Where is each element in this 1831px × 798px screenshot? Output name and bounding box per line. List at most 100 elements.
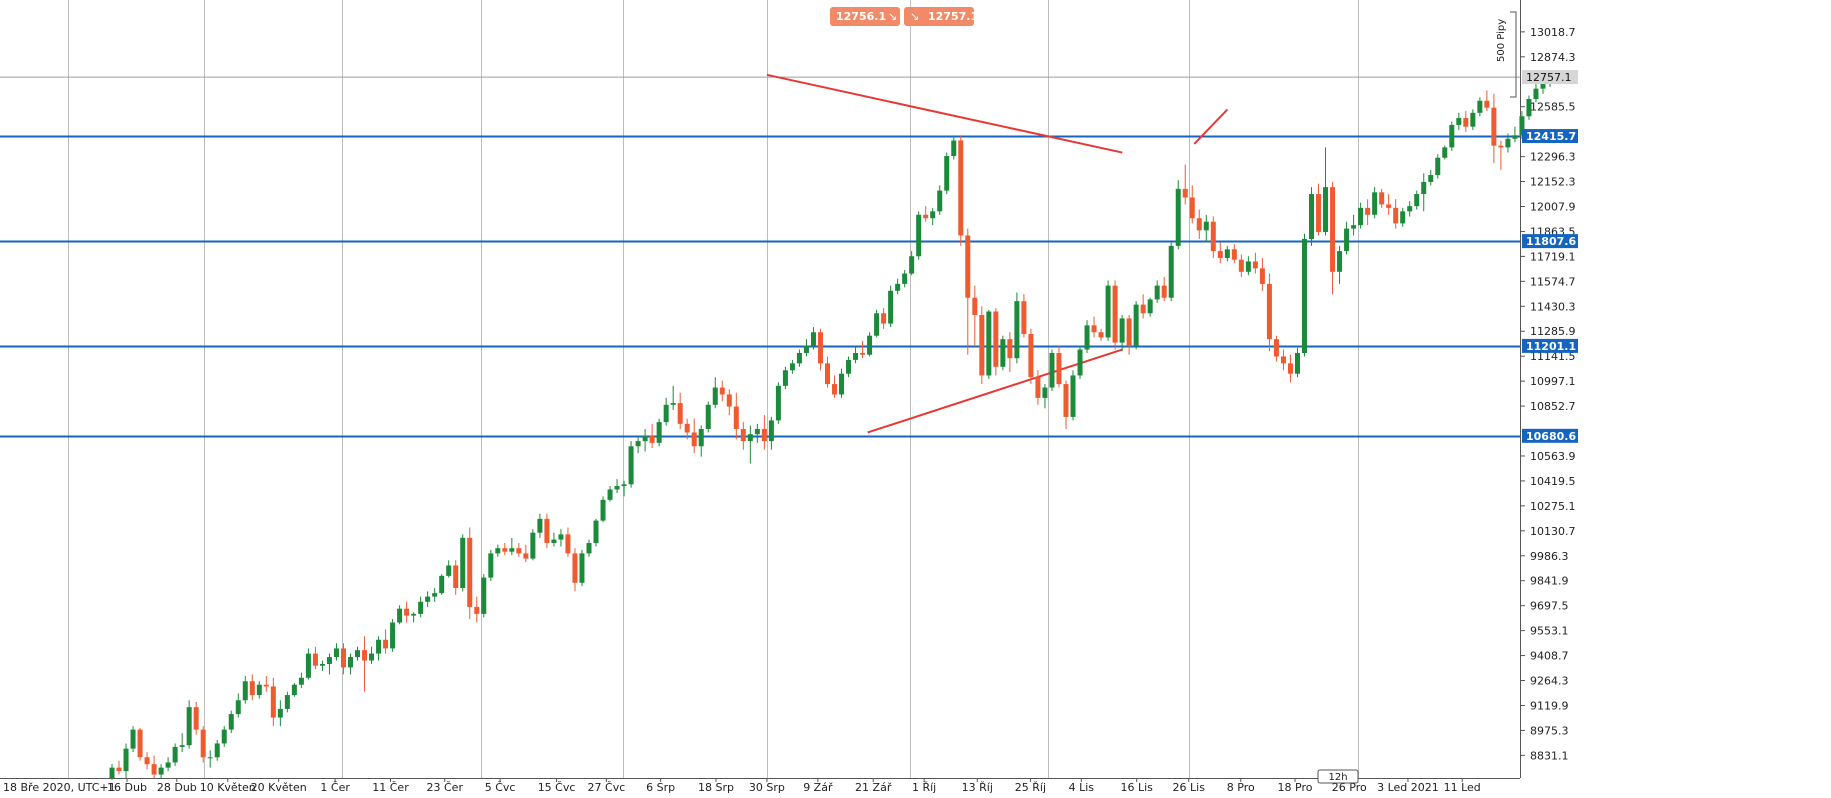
candle-body[interactable] [467, 537, 473, 607]
candle-body[interactable] [1007, 339, 1013, 359]
candle-body[interactable] [867, 335, 873, 355]
candle-body[interactable] [1456, 118, 1462, 125]
candle-body[interactable] [481, 577, 487, 614]
candle-body[interactable] [228, 714, 234, 730]
candle-body[interactable] [1470, 112, 1476, 127]
candle-body[interactable] [944, 156, 950, 191]
candle-body[interactable] [1330, 187, 1336, 272]
candle-body[interactable] [326, 657, 332, 664]
buy-arrow-icon[interactable]: ↘ [910, 10, 919, 23]
candle-body[interactable] [1442, 147, 1448, 158]
candle-body[interactable] [291, 684, 297, 696]
candle-body[interactable] [1238, 259, 1244, 272]
candle-body[interactable] [1000, 339, 1006, 367]
candle-body[interactable] [642, 435, 648, 442]
candle-body[interactable] [1035, 377, 1041, 398]
candle-body[interactable] [551, 539, 557, 544]
candle-body[interactable] [902, 273, 908, 284]
candle-body[interactable] [256, 684, 262, 696]
candle-body[interactable] [768, 420, 774, 442]
candle-body[interactable] [663, 404, 669, 423]
candle-body[interactable] [397, 608, 403, 623]
candle-body[interactable] [130, 729, 136, 749]
candle-body[interactable] [1049, 352, 1055, 388]
candle-body[interactable] [916, 214, 922, 257]
candle-body[interactable] [362, 650, 368, 661]
candle-body[interactable] [1519, 116, 1525, 136]
candle-body[interactable] [109, 767, 115, 778]
candle-body[interactable] [1252, 261, 1258, 269]
candle-body[interactable] [1512, 135, 1518, 139]
candle-body[interactable] [158, 767, 164, 775]
trendline[interactable] [1193, 108, 1229, 145]
candle-body[interactable] [832, 384, 838, 395]
candle-body[interactable] [1182, 188, 1188, 198]
candle-body[interactable] [635, 441, 641, 447]
candle-body[interactable] [1147, 299, 1153, 314]
buy-price-label[interactable]: 12757.1 [928, 10, 978, 23]
candle-body[interactable] [1070, 375, 1076, 417]
candle-body[interactable] [705, 404, 711, 430]
candle-body[interactable] [1056, 352, 1062, 385]
candle-body[interactable] [186, 707, 192, 746]
candle-body[interactable] [740, 429, 746, 442]
candle-body[interactable] [572, 553, 578, 583]
candle-body[interactable] [404, 608, 410, 616]
candle-body[interactable] [439, 575, 445, 594]
buy-button[interactable] [904, 7, 974, 26]
candle-body[interactable] [1540, 83, 1546, 89]
timeframe-label[interactable]: 12h [1328, 772, 1347, 783]
candle-body[interactable] [333, 648, 339, 658]
candle-body[interactable] [1351, 225, 1357, 229]
candle-body[interactable] [1210, 221, 1216, 252]
candle-body[interactable] [530, 532, 536, 559]
candle-body[interactable] [1105, 285, 1111, 338]
candle-body[interactable] [656, 422, 662, 443]
candle-body[interactable] [1245, 261, 1251, 272]
candle-body[interactable] [305, 653, 311, 678]
candle-body[interactable] [1386, 204, 1392, 208]
candle-body[interactable] [425, 596, 431, 602]
sell-arrow-icon[interactable]: ↘ [888, 10, 897, 23]
candle-body[interactable] [691, 432, 697, 447]
candle-body[interactable] [1337, 251, 1343, 272]
candle-body[interactable] [340, 648, 346, 668]
candle-body[interactable] [1098, 332, 1104, 338]
candle-body[interactable] [263, 684, 269, 687]
candle-body[interactable] [775, 385, 781, 421]
candle-body[interactable] [677, 403, 683, 424]
candle-body[interactable] [1309, 194, 1315, 239]
candle-body[interactable] [1505, 138, 1511, 148]
candle-body[interactable] [1280, 356, 1286, 364]
candle-body[interactable] [165, 762, 171, 768]
candle-body[interactable] [369, 653, 375, 661]
candle-body[interactable] [277, 708, 283, 718]
candle-body[interactable] [1273, 339, 1279, 357]
candle-body[interactable] [586, 543, 592, 554]
candle-body[interactable] [1526, 99, 1532, 117]
candle-body[interactable] [390, 622, 396, 649]
candle-body[interactable] [116, 767, 122, 772]
candle-body[interactable] [789, 363, 795, 371]
candle-body[interactable] [355, 650, 361, 658]
candle-body[interactable] [123, 748, 129, 772]
candle-body[interactable] [1063, 384, 1069, 417]
candle-body[interactable] [137, 729, 143, 758]
candle-body[interactable] [579, 553, 585, 583]
candle-body[interactable] [235, 700, 241, 715]
candle-body[interactable] [312, 653, 318, 666]
candle-body[interactable] [1533, 88, 1539, 100]
candle-body[interactable] [1449, 124, 1455, 148]
candle-body[interactable] [1042, 387, 1048, 398]
candle-body[interactable] [144, 757, 150, 765]
candle-body[interactable] [1407, 206, 1413, 212]
candle-body[interactable] [1154, 285, 1160, 300]
candle-body[interactable] [1435, 157, 1441, 176]
candle-body[interactable] [607, 489, 613, 500]
candle-body[interactable] [432, 593, 438, 597]
candle-body[interactable] [565, 534, 571, 554]
candle-body[interactable] [523, 553, 529, 559]
candle-body[interactable] [1126, 318, 1132, 347]
candle-body[interactable] [979, 314, 985, 376]
